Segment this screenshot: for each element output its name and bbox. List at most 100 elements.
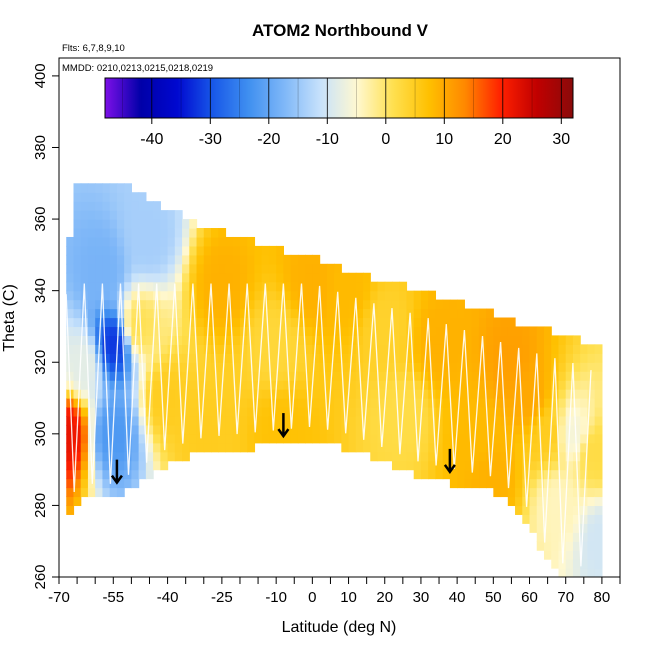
heatmap-cell [239,442,248,453]
heatmap-cell [580,541,589,551]
heatmap-cell [500,433,509,444]
heatmap-cell [515,487,523,498]
heatmap-cell [391,344,400,354]
heatmap-cell [348,433,357,444]
heatmap-cell [355,317,364,328]
heatmap-cell [370,353,379,363]
heatmap-cell [355,281,364,292]
heatmap-cell [95,326,104,336]
heatmap-cell [493,415,502,426]
heatmap-cell [457,335,465,345]
heatmap-cell [529,335,538,345]
heatmap-cell [160,362,169,372]
heatmap-cell [203,317,212,328]
heatmap-cell [239,353,248,363]
heatmap-cell [558,398,567,408]
heatmap-cell [116,469,125,480]
heatmap-cell [341,380,350,390]
arrow-markers [110,413,456,485]
heatmap-cell [109,210,118,220]
heatmap-cell [580,568,589,577]
heatmap-cell [442,406,451,417]
heatmap-cell [507,371,516,381]
heatmap-cell [341,299,350,310]
heatmap-cell [471,317,480,328]
heatmap-cell [145,236,154,247]
heatmap-cell [507,469,516,480]
colorbar-tick-label: -10 [316,131,339,148]
heatmap-cell [355,433,364,444]
flights-note: Flts: 6,7,8,9,10 [62,43,125,54]
heatmap-cell [312,398,321,408]
heatmap-cell [80,353,89,363]
heatmap-cell [196,353,205,363]
heatmap-cell [203,371,212,381]
heatmap-cell [218,362,227,372]
heatmap-cell [428,415,437,426]
colorbar-gradient [104,77,574,119]
heatmap-cell [116,487,125,498]
heatmap-cell [478,371,487,381]
heatmap-cell [145,290,154,301]
heatmap-cell [457,424,465,435]
heatmap-cell [268,326,277,336]
heatmap-cell [406,290,415,301]
heatmap-cell [551,433,560,444]
heatmap-cell [522,415,531,426]
heatmap-cell [87,353,96,363]
heatmap-cell [471,371,480,381]
heatmap-cell [391,362,400,372]
heatmap-cell [399,424,408,435]
heatmap-cell [102,451,111,462]
heatmap-cell [384,380,393,390]
heatmap-cell [413,371,422,381]
heatmap-cell [449,415,458,426]
heatmap-cell [66,424,75,435]
heatmap-cell [160,290,169,301]
heatmap-cell [478,317,487,328]
heatmap-cell [203,272,212,283]
heatmap-cell [551,496,560,507]
heatmap-cell [138,192,147,202]
heatmap-cell [268,317,277,328]
heatmap-cell [442,299,451,310]
heatmap-cell [153,433,161,444]
heatmap-cell [312,406,321,417]
heatmap-cell [348,308,357,319]
heatmap-cell [507,415,516,426]
heatmap-cell [341,290,350,301]
heatmap-cell [73,281,82,292]
heatmap-cell [102,263,111,274]
heatmap-cell [529,389,538,399]
heatmap-cell [145,362,154,372]
heatmap-cell [363,380,371,390]
heatmap-cell [413,317,422,328]
heatmap-cell [493,451,502,462]
heatmap-cell [87,335,96,345]
heatmap-cell [225,353,234,363]
heatmap-cell [507,406,516,417]
heatmap-cell [334,433,342,444]
heatmap-cell [80,236,89,247]
heatmap-cell [116,228,125,238]
heatmap-cell [182,317,190,328]
heatmap-cell [326,299,335,310]
y-tick-label: 260 [32,564,49,589]
heatmap-cell [211,317,219,328]
heatmap-cell [109,192,118,202]
heatmap-cell [160,299,169,310]
heatmap-cell [348,424,357,435]
heatmap-cell [196,263,205,274]
heatmap-cell [225,415,234,426]
heatmap-cell [326,398,335,408]
heatmap-cell [73,353,82,363]
heatmap-cell [203,415,212,426]
heatmap-cell [153,353,161,363]
heatmap-cell [442,371,451,381]
heatmap-cell [478,326,487,336]
heatmap-cell [225,335,234,345]
heatmap-cell [522,326,531,336]
heatmap-cell [87,201,96,211]
heatmap-cell [493,424,502,435]
heatmap-cell [109,335,118,345]
